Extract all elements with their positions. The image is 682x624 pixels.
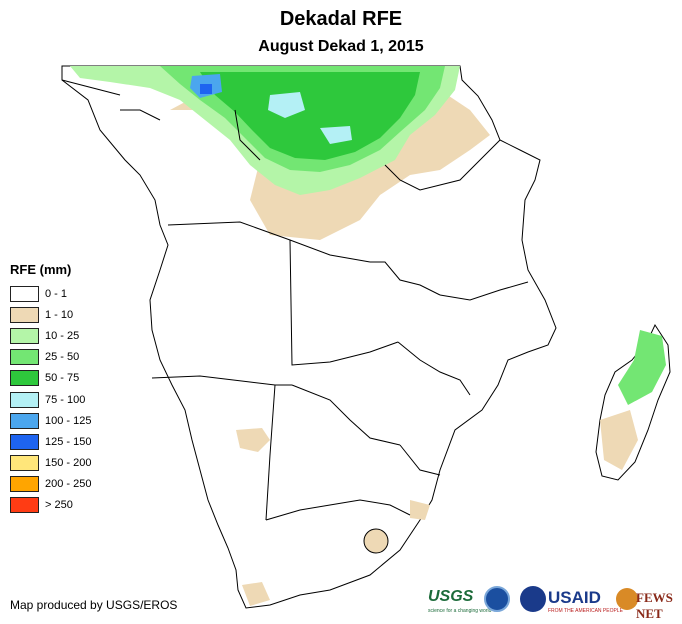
legend-label: 200 - 250 [45,478,92,491]
rfe-zone-25-50-mada [618,330,666,405]
legend-swatch [10,433,39,450]
usaid-seal-icon [520,586,546,612]
legend-label: 100 - 125 [45,414,92,427]
legend-item: > 250 [10,495,91,516]
legend-label: 50 - 75 [45,372,80,385]
legend-label: 10 - 25 [45,329,80,342]
legend-label: > 250 [45,499,73,512]
rfe-zone-1-10-south [242,582,270,606]
legend-label: 150 - 200 [45,457,92,470]
legend-label: 1 - 10 [45,308,74,321]
credit-text: Map produced by USGS/EROS [10,598,178,612]
legend-swatch [10,327,39,344]
map-title: Dekadal RFE [279,8,403,30]
legend-swatch [10,349,39,366]
land-mass [61,65,557,609]
rfe-zone-1-10-mada [600,410,638,470]
legend-swatch [10,370,39,387]
rfe-zone-50-75 [200,72,420,160]
legend-item: 75 - 100 [10,389,91,410]
usgs-tagline: science for a changing world [428,608,492,614]
legend-item: 200 - 250 [10,474,91,495]
legend-rows: 0 - 1 1 - 10 10 - 25 25 - 50 50 - 75 75 - 100… [10,283,91,516]
legend-label: 125 - 150 [45,435,92,448]
noaa-logo-icon [484,586,510,612]
rfe-zone-1-10-sw [236,428,270,452]
legend-title: RFE (mm) [10,262,72,277]
lesotho [363,528,389,554]
fews-net-logo: FEWS NET [636,590,673,621]
rfe-zone-1-10-se [410,500,430,520]
fews-globe-icon [616,588,638,610]
legend-item: 50 - 75 [10,368,91,389]
legend-item: 150 - 200 [10,453,91,474]
legend-item: 100 - 125 [10,410,91,431]
legend-label: 0 - 1 [45,287,68,300]
legend-item: 10 - 25 [10,325,91,346]
legend-label: 75 - 100 [45,393,86,406]
legend-item: 25 - 50 [10,347,91,368]
rfe-zone-125-150 [200,84,212,94]
rfe-overlay [70,66,666,606]
usaid-logo: USAID [548,588,601,607]
legend-swatch [10,285,39,302]
legend-swatch [10,412,39,429]
legend-label: 25 - 50 [45,351,80,364]
legend: RFE (mm) 0 - 1 1 - 10 10 - 25 25 - 50 50 - 7… [10,262,91,516]
map-subtitle: August Dekad 1, 2015 [258,38,424,55]
legend-swatch [10,455,39,472]
rfe-zone-75-100 [268,92,305,118]
legend-swatch [10,391,39,408]
usgs-logo: USGS [428,588,474,605]
legend-item: 125 - 150 [10,431,91,452]
usaid-tagline: FROM THE AMERICAN PEOPLE [548,608,623,614]
legend-item: 0 - 1 [10,283,91,304]
country-borders [61,79,529,521]
rfe-zone-75-100-b [320,126,352,144]
legend-swatch [10,497,39,514]
legend-swatch [10,306,39,323]
legend-swatch [10,476,39,493]
logo-bar: USGS science for a changing world USAID … [428,586,678,621]
legend-item: 1 - 10 [10,304,91,325]
